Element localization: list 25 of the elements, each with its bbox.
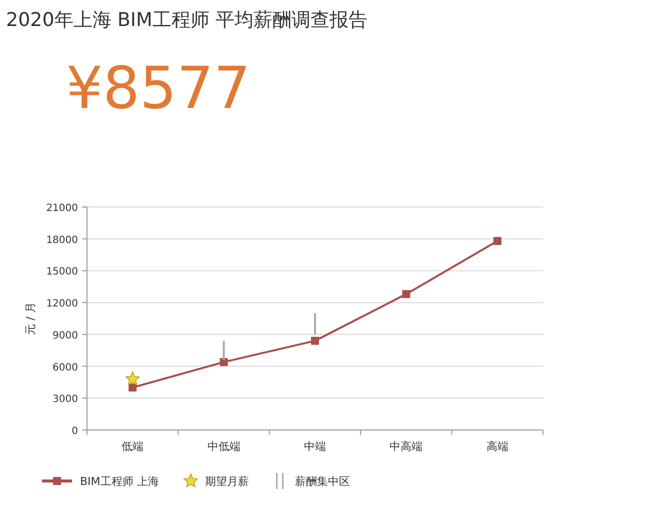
legend-label: BIM工程师 上海 [80,475,159,488]
y-tick-label: 3000 [52,394,78,406]
x-tick-label: 中低端 [207,440,240,453]
y-axis-title: 元 / 月 [24,302,37,335]
point [220,358,228,366]
legend-label: 期望月薪 [204,475,249,488]
x-tick-label: 低端 [122,440,144,453]
point [125,372,140,386]
y-tick-label: 6000 [52,362,78,374]
point [402,290,410,298]
legend-label: 薪酬集中区 [294,475,350,488]
point [128,384,137,392]
chart-title: 2020年上海 BIM工程师 平均薪酬调查报告 [6,9,368,31]
point [493,236,502,245]
y-tick-label: 9000 [52,330,78,342]
y-tick-label: 15000 [46,266,78,278]
x-tick-label: 中高端 [390,440,423,453]
x-tick-label: 高端 [486,440,508,453]
y-tick-label: 21000 [46,203,78,214]
x-tick-label: 中端 [304,440,326,453]
y-tick-label: 0 [72,426,78,437]
y-tick-label: 12000 [46,298,78,310]
point [311,336,319,345]
y-tick-label: 18000 [46,234,78,246]
text: ¥8577 [66,54,251,122]
